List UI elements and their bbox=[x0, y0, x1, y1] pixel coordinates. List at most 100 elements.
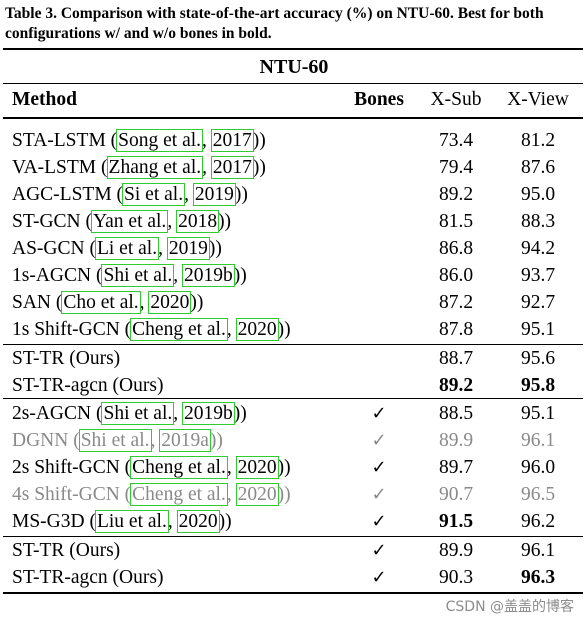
citation-link[interactable]: 2020 bbox=[148, 291, 192, 314]
citation-link[interactable]: 2019b bbox=[182, 264, 235, 287]
xview-cell: 92.7 bbox=[520, 292, 556, 313]
header-rule bbox=[3, 117, 583, 119]
xsub-cell-best: 89.2 bbox=[438, 375, 474, 396]
table-row: 2s-AGCN (Shi et al., 2019b)) ✓ 88.5 95.1 bbox=[0, 400, 588, 427]
citation-link[interactable]: Yan et al. bbox=[90, 210, 169, 233]
method-cell: DGNN (Shi et al., 2019a)) bbox=[12, 429, 223, 452]
check-icon: ✓ bbox=[371, 403, 387, 424]
method-cell: VA-LSTM (Zhang et al., 2017)) bbox=[12, 156, 266, 179]
citation-link[interactable]: 2020 bbox=[235, 318, 279, 341]
citation-link[interactable]: 2017 bbox=[210, 156, 254, 179]
table-row-ours: ST-TR-agcn (Ours) 89.2 95.8 bbox=[0, 372, 588, 399]
xview-cell: 96.0 bbox=[520, 457, 556, 478]
method-cell: ST-TR-agcn (Ours) bbox=[12, 567, 164, 588]
xsub-cell: 90.3 bbox=[438, 567, 474, 588]
table-row-grey: DGNN (Shi et al., 2019a)) ✓ 89.9 96.1 bbox=[0, 427, 588, 454]
xsub-cell: 89.9 bbox=[438, 430, 474, 451]
xview-cell: 96.5 bbox=[520, 484, 556, 505]
method-cell: 4s Shift-GCN (Cheng et al., 2020)) bbox=[12, 483, 291, 506]
citation-link[interactable]: Shi et al. bbox=[101, 402, 175, 425]
citation-link[interactable]: Shi et al. bbox=[78, 429, 152, 452]
column-header-xsub: X-Sub bbox=[430, 89, 482, 110]
citation-link[interactable]: 2019a bbox=[159, 429, 211, 452]
table-row: MS-G3D (Liu et al., 2020)) ✓ 91.5 96.2 bbox=[0, 508, 588, 535]
xsub-cell: 89.9 bbox=[438, 540, 474, 561]
citation-link[interactable]: Song et al. bbox=[116, 129, 204, 152]
xsub-cell: 81.5 bbox=[438, 211, 474, 232]
xsub-cell: 90.7 bbox=[438, 484, 474, 505]
citation-link[interactable]: Zhang et al. bbox=[106, 156, 204, 179]
method-cell: AGC-LSTM (Si et al., 2019)) bbox=[12, 183, 248, 206]
xsub-cell: 87.2 bbox=[438, 292, 474, 313]
citation-link[interactable]: Shi et al. bbox=[101, 264, 175, 287]
table-row-grey: 4s Shift-GCN (Cheng et al., 2020)) ✓ 90.… bbox=[0, 481, 588, 508]
check-icon: ✓ bbox=[371, 511, 387, 532]
check-icon: ✓ bbox=[371, 430, 387, 451]
citation-link[interactable]: Li et al. bbox=[94, 237, 160, 260]
citation-link[interactable]: Liu et al. bbox=[94, 510, 169, 533]
title-rule bbox=[3, 83, 583, 84]
method-cell: 1s-AGCN (Shi et al., 2019b)) bbox=[12, 264, 247, 287]
watermark: CSDN @盖盖的博客 bbox=[445, 599, 574, 615]
xsub-cell: 79.4 bbox=[438, 157, 474, 178]
table-row: SAN (Cho et al., 2020)) 87.2 92.7 bbox=[0, 289, 588, 316]
citation-link[interactable]: Si et al. bbox=[122, 183, 186, 206]
xsub-cell: 86.0 bbox=[438, 265, 474, 286]
check-icon: ✓ bbox=[371, 540, 387, 561]
xsub-cell: 89.7 bbox=[438, 457, 474, 478]
xview-cell: 93.7 bbox=[520, 265, 556, 286]
xsub-cell: 88.7 bbox=[438, 348, 474, 369]
table-row-ours: ST-TR (Ours) ✓ 89.9 96.1 bbox=[0, 537, 588, 564]
method-cell: MS-G3D (Liu et al., 2020)) bbox=[12, 510, 232, 533]
xview-cell: 96.1 bbox=[520, 430, 556, 451]
method-cell: ST-TR-agcn (Ours) bbox=[12, 375, 164, 396]
group-rule bbox=[3, 344, 583, 345]
method-cell: STA-LSTM (Song et al., 2017)) bbox=[12, 129, 266, 152]
xview-cell: 88.3 bbox=[520, 211, 556, 232]
citation-link[interactable]: 2020 bbox=[176, 510, 220, 533]
xview-cell: 95.1 bbox=[520, 403, 556, 424]
method-cell: 2s-AGCN (Shi et al., 2019b)) bbox=[12, 402, 247, 425]
xsub-cell: 73.4 bbox=[438, 130, 474, 151]
xsub-cell: 88.5 bbox=[438, 403, 474, 424]
xsub-cell: 86.8 bbox=[438, 238, 474, 259]
method-cell: ST-TR (Ours) bbox=[12, 540, 121, 561]
group-rule bbox=[3, 398, 583, 399]
table-row: 1s-AGCN (Shi et al., 2019b)) 86.0 93.7 bbox=[0, 262, 588, 289]
xview-cell: 87.6 bbox=[520, 157, 556, 178]
xview-cell: 95.1 bbox=[520, 319, 556, 340]
table-row: 2s Shift-GCN (Cheng et al., 2020)) ✓ 89.… bbox=[0, 454, 588, 481]
table-row: VA-LSTM (Zhang et al., 2017)) 79.4 87.6 bbox=[0, 154, 588, 181]
table-row: STA-LSTM (Song et al., 2017)) 73.4 81.2 bbox=[0, 127, 588, 154]
citation-link[interactable]: Cheng et al. bbox=[130, 483, 228, 506]
xsub-cell-best: 91.5 bbox=[438, 511, 474, 532]
xview-cell-best: 95.8 bbox=[520, 375, 556, 396]
xview-cell: 95.6 bbox=[520, 348, 556, 369]
table-row: 1s Shift-GCN (Cheng et al., 2020)) 87.8 … bbox=[0, 316, 588, 343]
table-caption: Table 3. Comparison with state-of-the-ar… bbox=[5, 5, 544, 42]
column-header-bones: Bones bbox=[354, 89, 404, 110]
citation-link[interactable]: 2020 bbox=[235, 483, 279, 506]
xsub-cell: 89.2 bbox=[438, 184, 474, 205]
group-rule bbox=[3, 536, 583, 537]
xview-cell: 95.0 bbox=[520, 184, 556, 205]
dataset-title: NTU-60 bbox=[259, 56, 329, 78]
column-header-method: Method bbox=[12, 89, 77, 110]
method-cell: ST-GCN (Yan et al., 2018)) bbox=[12, 210, 232, 233]
citation-link[interactable]: 2017 bbox=[210, 129, 254, 152]
citation-link[interactable]: 2019b bbox=[182, 402, 235, 425]
xview-cell-best: 96.3 bbox=[520, 567, 556, 588]
citation-link[interactable]: 2019 bbox=[192, 183, 236, 206]
citation-link[interactable]: Cheng et al. bbox=[130, 318, 228, 341]
citation-link[interactable]: Cho et al. bbox=[61, 291, 141, 314]
method-cell: AS-GCN (Li et al., 2019)) bbox=[12, 237, 222, 260]
xview-cell: 81.2 bbox=[520, 130, 556, 151]
table-row-ours: ST-TR (Ours) 88.7 95.6 bbox=[0, 345, 588, 372]
top-rule bbox=[3, 48, 583, 50]
citation-link[interactable]: 2020 bbox=[235, 456, 279, 479]
citation-link[interactable]: 2018 bbox=[176, 210, 220, 233]
citation-link[interactable]: 2019 bbox=[166, 237, 210, 260]
table-row: AS-GCN (Li et al., 2019)) 86.8 94.2 bbox=[0, 235, 588, 262]
table-row: AGC-LSTM (Si et al., 2019)) 89.2 95.0 bbox=[0, 181, 588, 208]
citation-link[interactable]: Cheng et al. bbox=[130, 456, 228, 479]
